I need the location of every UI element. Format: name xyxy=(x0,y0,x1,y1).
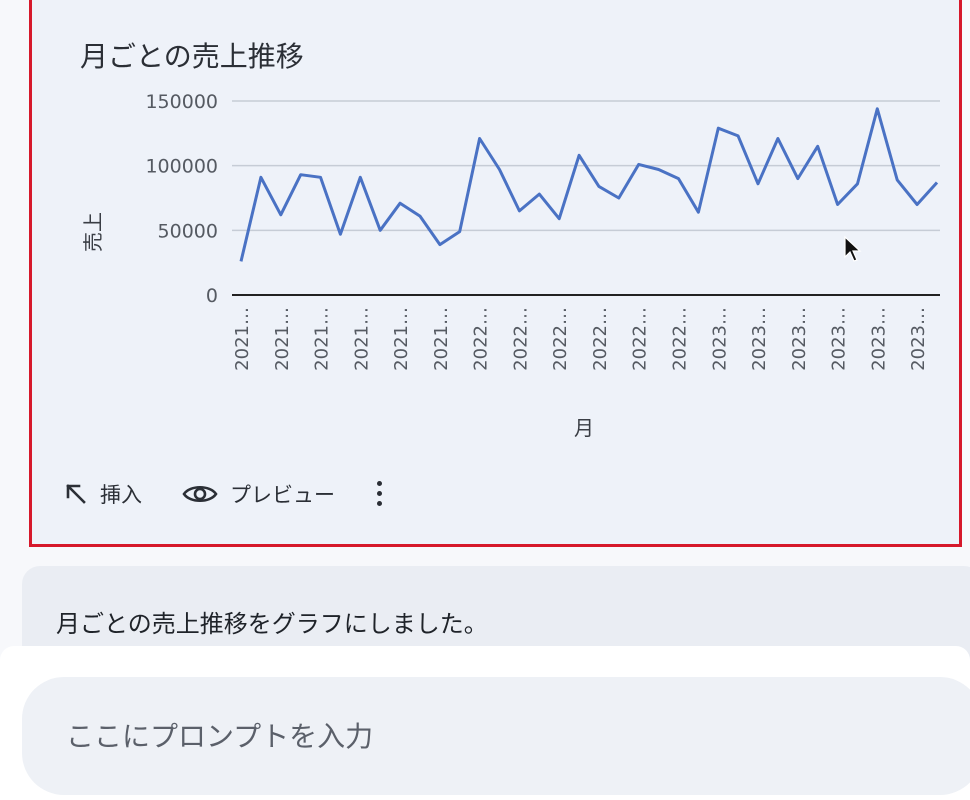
x-tick-label: 2022… xyxy=(471,307,492,371)
preview-button[interactable]: プレビュー xyxy=(182,479,335,509)
x-tick-labels: 2021… 2021… 2021… 2021… 2021… 2021… 2022… 2022…… xyxy=(232,307,929,371)
y-tick-label: 150000 xyxy=(145,91,218,113)
more-options-icon[interactable] xyxy=(371,477,388,510)
x-axis-label: 月 xyxy=(574,416,594,440)
x-tick-label: 2023… xyxy=(789,307,810,371)
chart-card: 月ごとの売上推移 150000 100000 50000 0 2021… 2021… 20… xyxy=(29,0,962,547)
arrow-up-left-icon xyxy=(66,483,86,504)
y-tick-label: 50000 xyxy=(158,220,218,242)
x-tick-label: 2022… xyxy=(669,307,690,371)
y-axis-label: 売上 xyxy=(81,212,105,252)
mouse-cursor-icon xyxy=(844,235,862,262)
y-tick-label: 100000 xyxy=(145,156,218,178)
x-tick-label: 2021… xyxy=(312,307,333,371)
sales-series-line xyxy=(239,107,939,262)
y-tick-label: 0 xyxy=(206,285,218,307)
eye-icon xyxy=(182,485,218,502)
x-tick-label: 2022… xyxy=(630,307,651,371)
x-tick-label: 2021… xyxy=(232,307,253,371)
x-tick-label: 2022… xyxy=(550,307,571,371)
preview-label: プレビュー xyxy=(230,482,335,507)
x-tick-label: 2022… xyxy=(510,307,531,371)
chart-title: 月ごとの売上推移 xyxy=(80,40,304,73)
x-tick-label: 2023… xyxy=(829,307,850,371)
x-tick-label: 2023… xyxy=(749,307,770,371)
x-tick-label: 2021… xyxy=(351,307,372,371)
insert-button[interactable]: 挿入 xyxy=(64,479,142,509)
y-tick-labels: 150000 100000 50000 0 xyxy=(145,91,218,307)
x-tick-label: 2023… xyxy=(868,307,889,371)
prompt-input[interactable] xyxy=(64,712,918,760)
x-tick-label: 2021… xyxy=(391,307,412,371)
x-tick-label: 2022… xyxy=(590,307,611,371)
assistant-message: 月ごとの売上推移をグラフにしました。 xyxy=(56,610,488,638)
chart-series xyxy=(239,107,939,262)
x-tick-label: 2023… xyxy=(908,307,929,371)
chart-action-bar: 挿入 プレビュー xyxy=(64,477,388,510)
insert-label: 挿入 xyxy=(100,482,142,507)
x-tick-label: 2021… xyxy=(272,307,293,371)
x-tick-label: 2023… xyxy=(709,307,730,371)
x-tick-label: 2021… xyxy=(431,307,452,371)
